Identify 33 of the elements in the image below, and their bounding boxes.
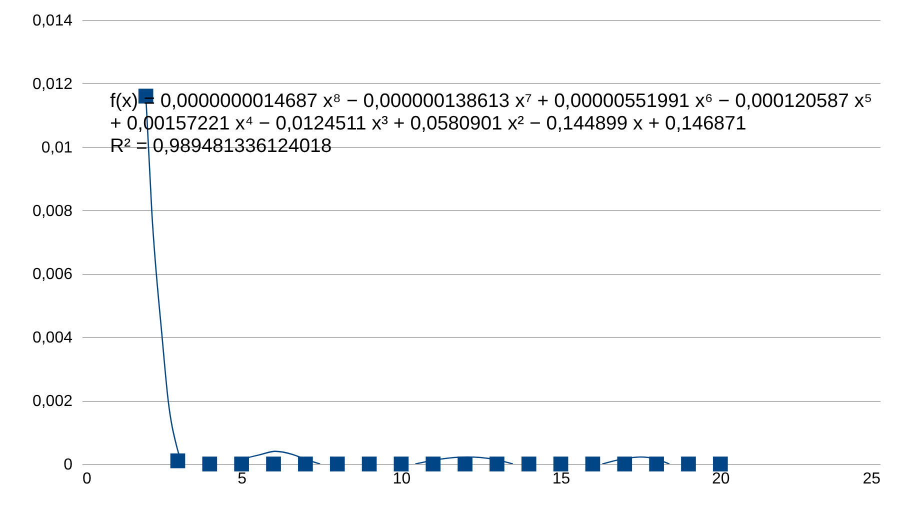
x-tick-label: 20 [712, 470, 730, 488]
x-tick-label: 10 [392, 470, 411, 488]
point [521, 456, 536, 472]
point [649, 456, 664, 472]
x-tick-label: 5 [238, 470, 247, 488]
point [458, 456, 472, 472]
y-tick-label: 0,004 [32, 330, 73, 347]
point [426, 456, 441, 472]
point [681, 456, 696, 472]
y-tick-label: 0,008 [32, 202, 73, 220]
x-tick-label: 15 [552, 470, 570, 488]
point [553, 456, 568, 472]
point [617, 456, 632, 472]
point [298, 456, 313, 472]
x-tick-label: 25 [862, 470, 881, 488]
point [585, 456, 600, 472]
x-tick-label: 0 [82, 470, 92, 488]
annotation: R² = 0,989481336124018 [110, 135, 332, 157]
point [266, 456, 281, 472]
point [394, 456, 409, 472]
y-tick-label: 0,002 [32, 393, 73, 410]
point [712, 456, 728, 472]
point [330, 456, 345, 472]
y-tick-label: 0,012 [32, 76, 73, 93]
y-tick-label: 0,006 [32, 266, 73, 284]
y-tick-label: 0,01 [41, 139, 73, 156]
point [490, 456, 504, 472]
y-tick-label: 0 [64, 456, 73, 474]
point [202, 456, 218, 472]
point [234, 456, 250, 472]
point [362, 456, 377, 472]
point [170, 453, 186, 468]
y-tick-label: 0,014 [32, 12, 73, 30]
